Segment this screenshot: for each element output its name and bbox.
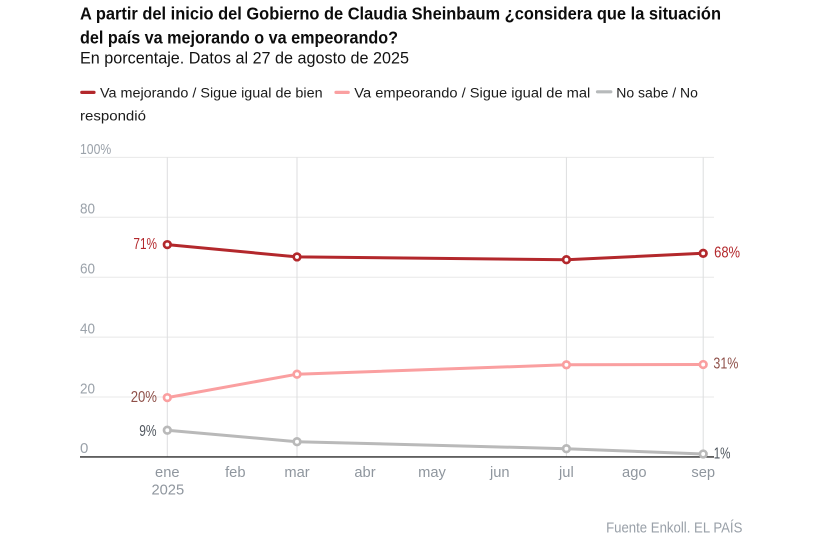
- svg-text:jul: jul: [558, 465, 574, 481]
- svg-text:71%: 71%: [133, 236, 157, 253]
- svg-text:100%: 100%: [80, 141, 111, 158]
- svg-text:68%: 68%: [714, 245, 740, 262]
- svg-text:abr: abr: [354, 465, 375, 481]
- svg-text:ene: ene: [155, 465, 180, 481]
- svg-text:1%: 1%: [714, 446, 731, 463]
- svg-text:del país va mejorando o va emp: del país va mejorando o va empeorando?: [80, 27, 398, 47]
- svg-text:A partir del inicio del Gobier: A partir del inicio del Gobierno de Clau…: [80, 3, 721, 23]
- svg-text:Fuente Enkoll. EL PAÍS: Fuente Enkoll. EL PAÍS: [606, 519, 742, 536]
- svg-text:20%: 20%: [131, 389, 158, 406]
- svg-text:Va empeorando / Sigue igual de: Va empeorando / Sigue igual de mal: [354, 85, 590, 101]
- svg-text:may: may: [418, 465, 446, 481]
- svg-text:mar: mar: [284, 465, 309, 481]
- svg-text:31%: 31%: [713, 355, 738, 372]
- svg-text:No sabe / No: No sabe / No: [616, 85, 698, 101]
- svg-text:feb: feb: [225, 465, 245, 481]
- svg-text:20: 20: [80, 380, 95, 397]
- svg-text:60: 60: [80, 261, 95, 278]
- svg-text:En porcentaje. Datos al 27 de: En porcentaje. Datos al 27 de agosto de …: [80, 49, 409, 68]
- svg-text:0: 0: [80, 440, 88, 457]
- svg-text:respondió: respondió: [80, 109, 146, 125]
- svg-text:jun: jun: [489, 465, 510, 481]
- svg-text:Va mejorando / Sigue igual de: Va mejorando / Sigue igual de bien: [100, 85, 323, 101]
- svg-text:40: 40: [80, 320, 95, 337]
- svg-text:9%: 9%: [139, 423, 157, 440]
- svg-text:ago: ago: [622, 465, 647, 481]
- svg-text:2025: 2025: [151, 482, 184, 498]
- svg-text:sep: sep: [691, 465, 715, 481]
- svg-text:80: 80: [80, 201, 95, 218]
